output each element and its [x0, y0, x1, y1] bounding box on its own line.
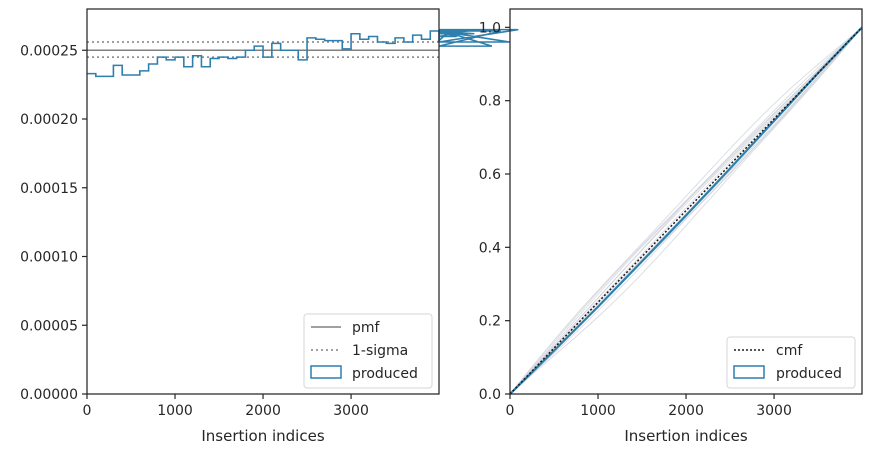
left-x-ticks: 0 1000 2000 3000: [83, 394, 369, 419]
left-x-tick-label: 0: [83, 403, 92, 419]
right-y-tick-label: 0.4: [479, 240, 501, 256]
pmf-panel: 0 1000 2000 3000 0.000000.000050.000100.000…: [20, 8, 519, 445]
right-y-tick-label: 0.2: [479, 314, 501, 330]
produced-step-series: [87, 28, 519, 78]
legend-sigma-label: 1-sigma: [352, 343, 408, 359]
legend-produced-label: produced: [352, 366, 418, 382]
right-y-ticks: 0.0 0.2 0.4 0.6 0.8 1.0: [479, 20, 510, 403]
legend-cmf-label: cmf: [776, 343, 803, 359]
legend-produced-swatch-right: [733, 365, 765, 379]
left-legend: pmf 1-sigma produced: [303, 313, 433, 389]
sample-cmf-curve: [509, 27, 863, 395]
left-y-tick-label: 0.00015: [20, 181, 78, 197]
right-x-axis-label: Insertion indices: [624, 427, 747, 445]
left-y-tick-label: 0.00010: [20, 250, 78, 266]
legend-pmf-label: pmf: [352, 320, 381, 336]
left-x-tick-label: 1000: [157, 403, 193, 419]
right-x-tick-label: 3000: [756, 403, 792, 419]
cmf-panel: 0 1000 2000 3000 0.0 0.2 0.4 0.6 0.8 1.0 Inserti…: [479, 8, 863, 445]
left-x-tick-label: 2000: [245, 403, 281, 419]
legend-produced-swatch: [310, 365, 342, 379]
left-y-tick-label: 0.00020: [20, 112, 78, 128]
left-legend-box: [303, 313, 433, 389]
left-y-tick-label: 0.00005: [20, 318, 78, 334]
right-legend: cmf produced: [726, 336, 856, 389]
left-x-tick-label: 3000: [333, 403, 369, 419]
right-x-tick-label: 1000: [580, 403, 616, 419]
sample-cmf-curve: [509, 26, 863, 395]
legend-produced-label-right: produced: [776, 366, 842, 382]
right-x-tick-label: 0: [506, 403, 515, 419]
left-y-ticks: 0.00000 0.00005 0.00010 0.00015 0.00020 0.000…: [20, 43, 87, 403]
right-x-tick-label: 2000: [668, 403, 704, 419]
sample-cmf-curve: [509, 26, 863, 395]
cmf-line: [509, 26, 863, 395]
right-x-ticks: 0 1000 2000 3000: [506, 394, 792, 419]
produced-cmf-series: [509, 26, 863, 395]
right-y-tick-label: 0.0: [479, 387, 501, 403]
right-y-tick-label: 1.0: [479, 20, 501, 36]
left-y-tick-label: 0.00000: [20, 387, 78, 403]
right-plot-content: [509, 26, 863, 395]
left-x-axis-label: Insertion indices: [201, 427, 324, 445]
sample-cmf-curve: [509, 27, 863, 395]
right-y-tick-label: 0.8: [479, 94, 501, 110]
right-y-tick-label: 0.6: [479, 167, 501, 183]
left-plot-content: [87, 28, 519, 78]
left-y-tick-label: 0.00025: [20, 43, 78, 59]
